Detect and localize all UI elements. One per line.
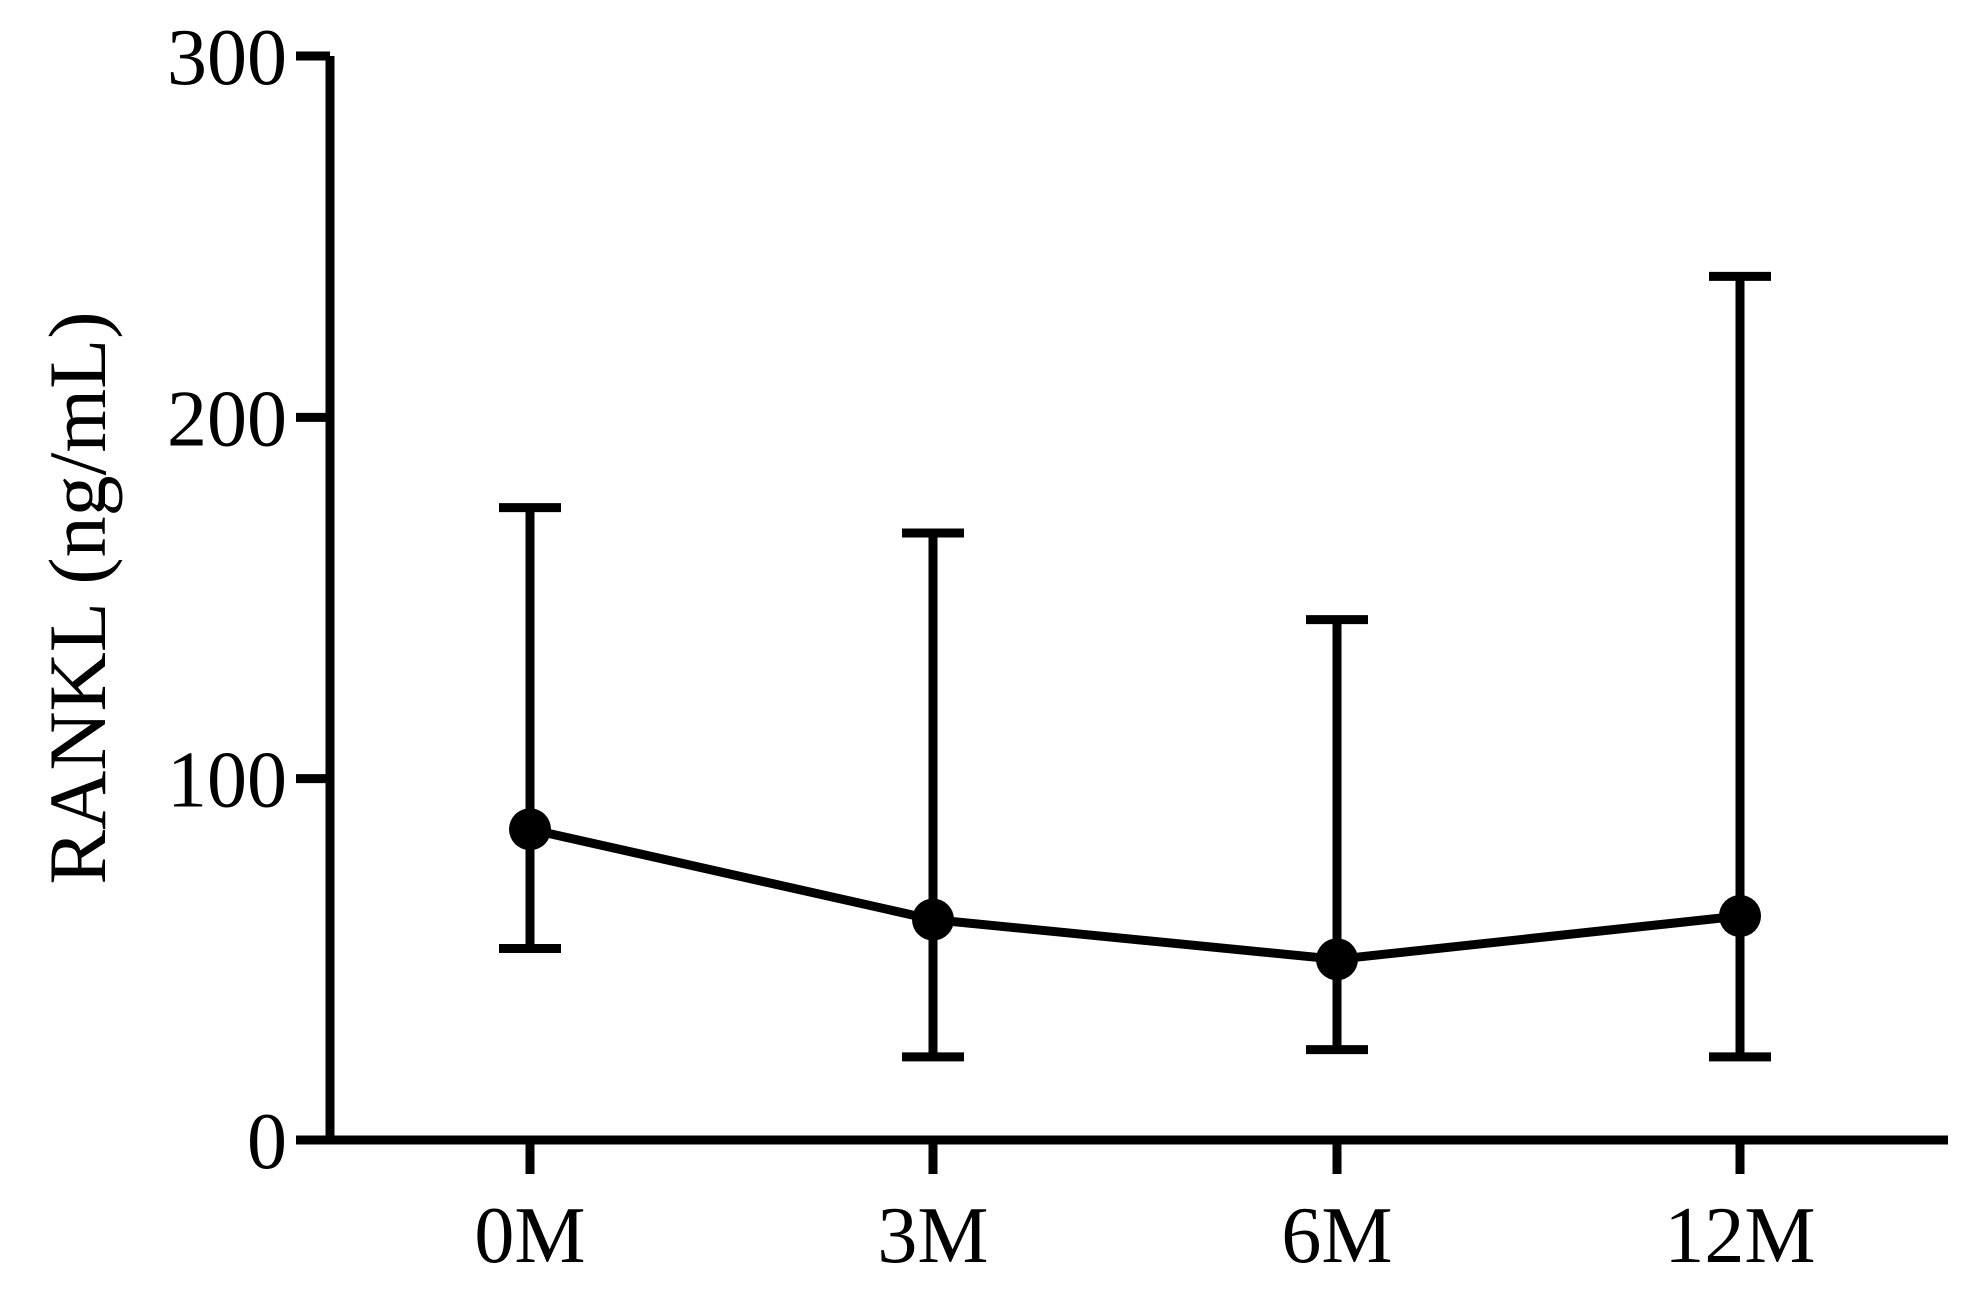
y-tick-label: 100 xyxy=(167,737,287,825)
series-line xyxy=(529,824,1741,964)
data-point xyxy=(509,808,551,851)
x-tick-label: 3M xyxy=(877,1192,988,1280)
data-point xyxy=(1719,894,1761,937)
y-ticks: 0 100 200 300 xyxy=(167,14,330,1186)
data-point xyxy=(1316,938,1358,981)
x-ticks: 0M 3M 6M 12M xyxy=(474,1140,1816,1280)
x-tick-label: 0M xyxy=(474,1192,585,1280)
data-point xyxy=(912,898,954,941)
y-axis-label: RANKL (ng/mL) xyxy=(32,311,123,884)
y-tick-label: 200 xyxy=(167,375,287,463)
y-tick-label: 300 xyxy=(167,14,287,102)
data-points xyxy=(509,808,1761,981)
series-path xyxy=(529,824,1741,964)
y-tick-label: 0 xyxy=(247,1098,287,1186)
error-bars xyxy=(499,271,1771,1062)
x-tick-label: 6M xyxy=(1281,1192,1392,1280)
axes xyxy=(325,56,1948,1145)
x-tick-label: 12M xyxy=(1664,1192,1815,1280)
